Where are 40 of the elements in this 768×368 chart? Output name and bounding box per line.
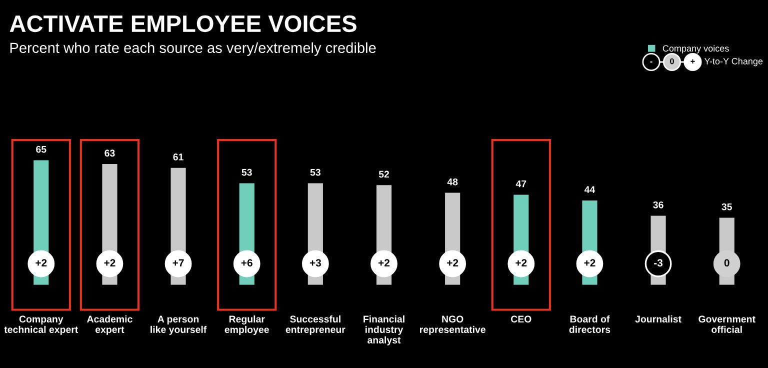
data-label: 48 [447, 178, 458, 186]
annotation: +7 [172, 259, 184, 266]
annotation: +3 [310, 259, 321, 267]
annotation: +2 [104, 259, 116, 266]
annotation: +2 [584, 259, 596, 266]
x-tick-label: Company technical expert [4, 316, 78, 335]
annotation: +6 [241, 259, 252, 267]
x-tick-label: Government official [698, 316, 756, 333]
data-label: 47 [516, 180, 526, 188]
data-label: 35 [722, 203, 732, 210]
text: Y-to-Y Change [704, 58, 763, 66]
annotation: +2 [447, 259, 458, 266]
x-tick-label: Journalist [635, 315, 682, 323]
text: + [690, 59, 695, 64]
text: 0 [670, 58, 674, 64]
annotation: +2 [378, 259, 390, 266]
data-label: 61 [173, 154, 184, 160]
data-label: 44 [584, 186, 596, 193]
data-label: 63 [104, 150, 115, 157]
annotation: +2 [36, 259, 47, 266]
x-tick-label: Successful entrepreneur [286, 315, 346, 335]
x-tick-label: Financial industry analyst [364, 315, 404, 346]
chart-subtitle: Percent who rate each source as very/extremely credible [10, 42, 376, 56]
annotation: 0 [724, 259, 730, 267]
annotation: -3 [654, 259, 663, 267]
data-label: 36 [653, 201, 664, 208]
text: - [650, 61, 652, 62]
x-tick-label: Academic expert [86, 315, 132, 335]
data-label: 53 [310, 168, 320, 176]
x-tick-label: A person like yourself [150, 316, 207, 335]
chart-title: ACTIVATE EMPLOYEE VOICES [10, 15, 356, 32]
x-tick-label: Board of directors [569, 315, 610, 333]
data-label: 53 [242, 168, 252, 176]
annotation: +2 [516, 259, 527, 266]
data-label: 52 [378, 170, 390, 178]
x-tick-label: NGO representative [420, 316, 486, 335]
legend-label: Company voices [662, 44, 729, 54]
x-tick-label: CEO [511, 316, 532, 323]
data-label: 65 [36, 146, 46, 153]
x-tick-label: Regular employee [224, 315, 269, 335]
